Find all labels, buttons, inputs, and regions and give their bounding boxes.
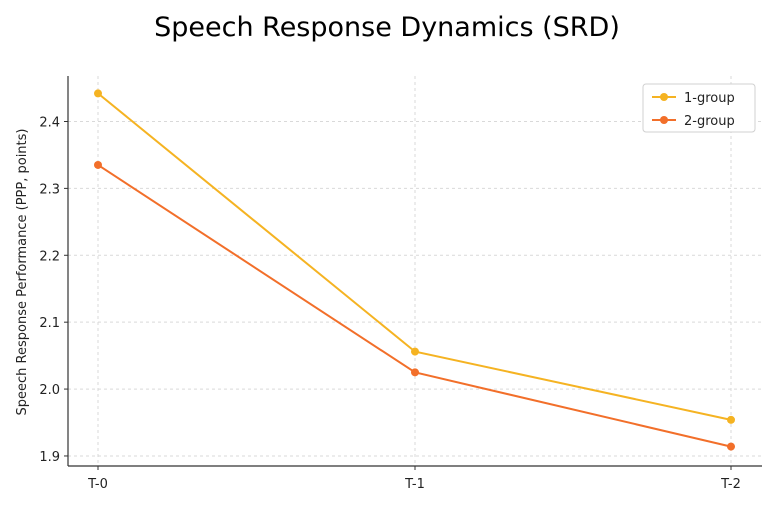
data-point [94, 160, 102, 169]
legend-swatch-marker [660, 116, 668, 124]
data-point [94, 89, 102, 98]
y-tick-label: 2.0 [39, 383, 60, 398]
y-tick-label: 1.9 [39, 450, 60, 465]
legend-label: 1-group [684, 91, 735, 106]
legend-label: 2-group [684, 114, 735, 129]
chart-title: Speech Response Dynamics (SRD) [154, 12, 620, 43]
x-tick-label: T-2 [720, 477, 741, 492]
y-tick-label: 2.2 [39, 249, 60, 264]
y-ticks: 1.9 2.0 2.1 2.2 2.3 2.4 [39, 115, 68, 465]
data-point [411, 347, 419, 356]
data-point [727, 415, 735, 424]
data-point [727, 442, 735, 451]
y-axis-label: Speech Response Performance (PPP, points… [15, 129, 30, 416]
y-tick-label: 2.3 [39, 182, 60, 197]
y-tick-label: 2.1 [39, 316, 60, 331]
x-tick-label: T-1 [404, 477, 425, 492]
legend: 1-group 2-group [642, 83, 756, 133]
series-layer [94, 89, 735, 451]
x-ticks: T-0 T-1 T-2 [87, 466, 741, 492]
grid [68, 76, 762, 466]
legend-swatch-marker [660, 93, 668, 101]
data-point [411, 368, 419, 377]
y-tick-label: 2.4 [39, 115, 60, 130]
x-tick-label: T-0 [87, 477, 108, 492]
